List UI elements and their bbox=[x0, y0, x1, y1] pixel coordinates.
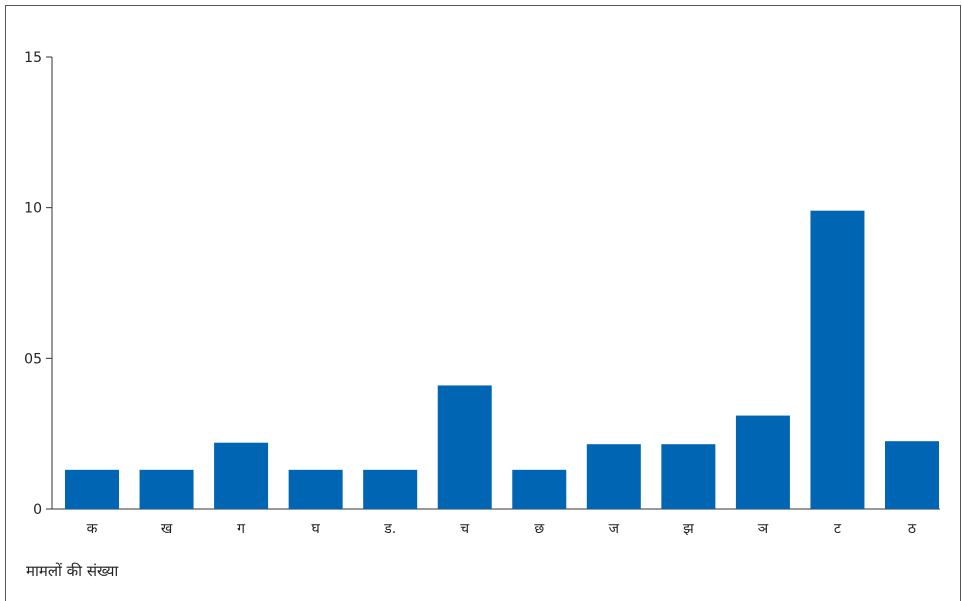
y-axis-title: मामलों की संख्या bbox=[26, 562, 119, 580]
x-tick-label: ज bbox=[609, 521, 620, 537]
y-ticks: 0 05 10 15 bbox=[24, 50, 52, 518]
axes bbox=[46, 57, 940, 510]
bar bbox=[586, 444, 641, 509]
x-tick-label: घ bbox=[311, 521, 320, 537]
y-tick-label: 05 bbox=[24, 351, 42, 367]
x-tick-label: ख bbox=[161, 521, 173, 537]
bar bbox=[288, 469, 343, 509]
x-tick-label: ट bbox=[834, 521, 842, 537]
x-tick-label: ञ bbox=[758, 521, 769, 537]
bar bbox=[139, 469, 194, 509]
x-tick-label: छ bbox=[534, 521, 545, 537]
x-tick-labels: क ख ग घ ड. च छ ज झ ञ ट ठ bbox=[87, 521, 917, 537]
bar bbox=[810, 210, 865, 509]
bars bbox=[65, 210, 939, 509]
bar bbox=[363, 469, 418, 509]
bar bbox=[214, 442, 269, 509]
x-tick-label: ग bbox=[237, 521, 246, 537]
x-tick-label: ड. bbox=[383, 521, 396, 537]
x-tick-label: च bbox=[460, 521, 470, 537]
y-tick-label: 0 bbox=[33, 502, 42, 518]
x-tick-label: झ bbox=[683, 521, 694, 537]
chart-frame bbox=[5, 5, 961, 601]
bar bbox=[661, 444, 716, 509]
x-tick-label: ठ bbox=[908, 521, 917, 537]
bar bbox=[437, 385, 492, 509]
bar bbox=[65, 469, 119, 509]
bar bbox=[885, 441, 939, 509]
y-tick-label: 15 bbox=[24, 50, 42, 66]
bar bbox=[512, 469, 567, 509]
bar bbox=[735, 415, 790, 509]
x-tick-label: क bbox=[87, 521, 98, 537]
y-tick-label: 10 bbox=[24, 201, 42, 217]
